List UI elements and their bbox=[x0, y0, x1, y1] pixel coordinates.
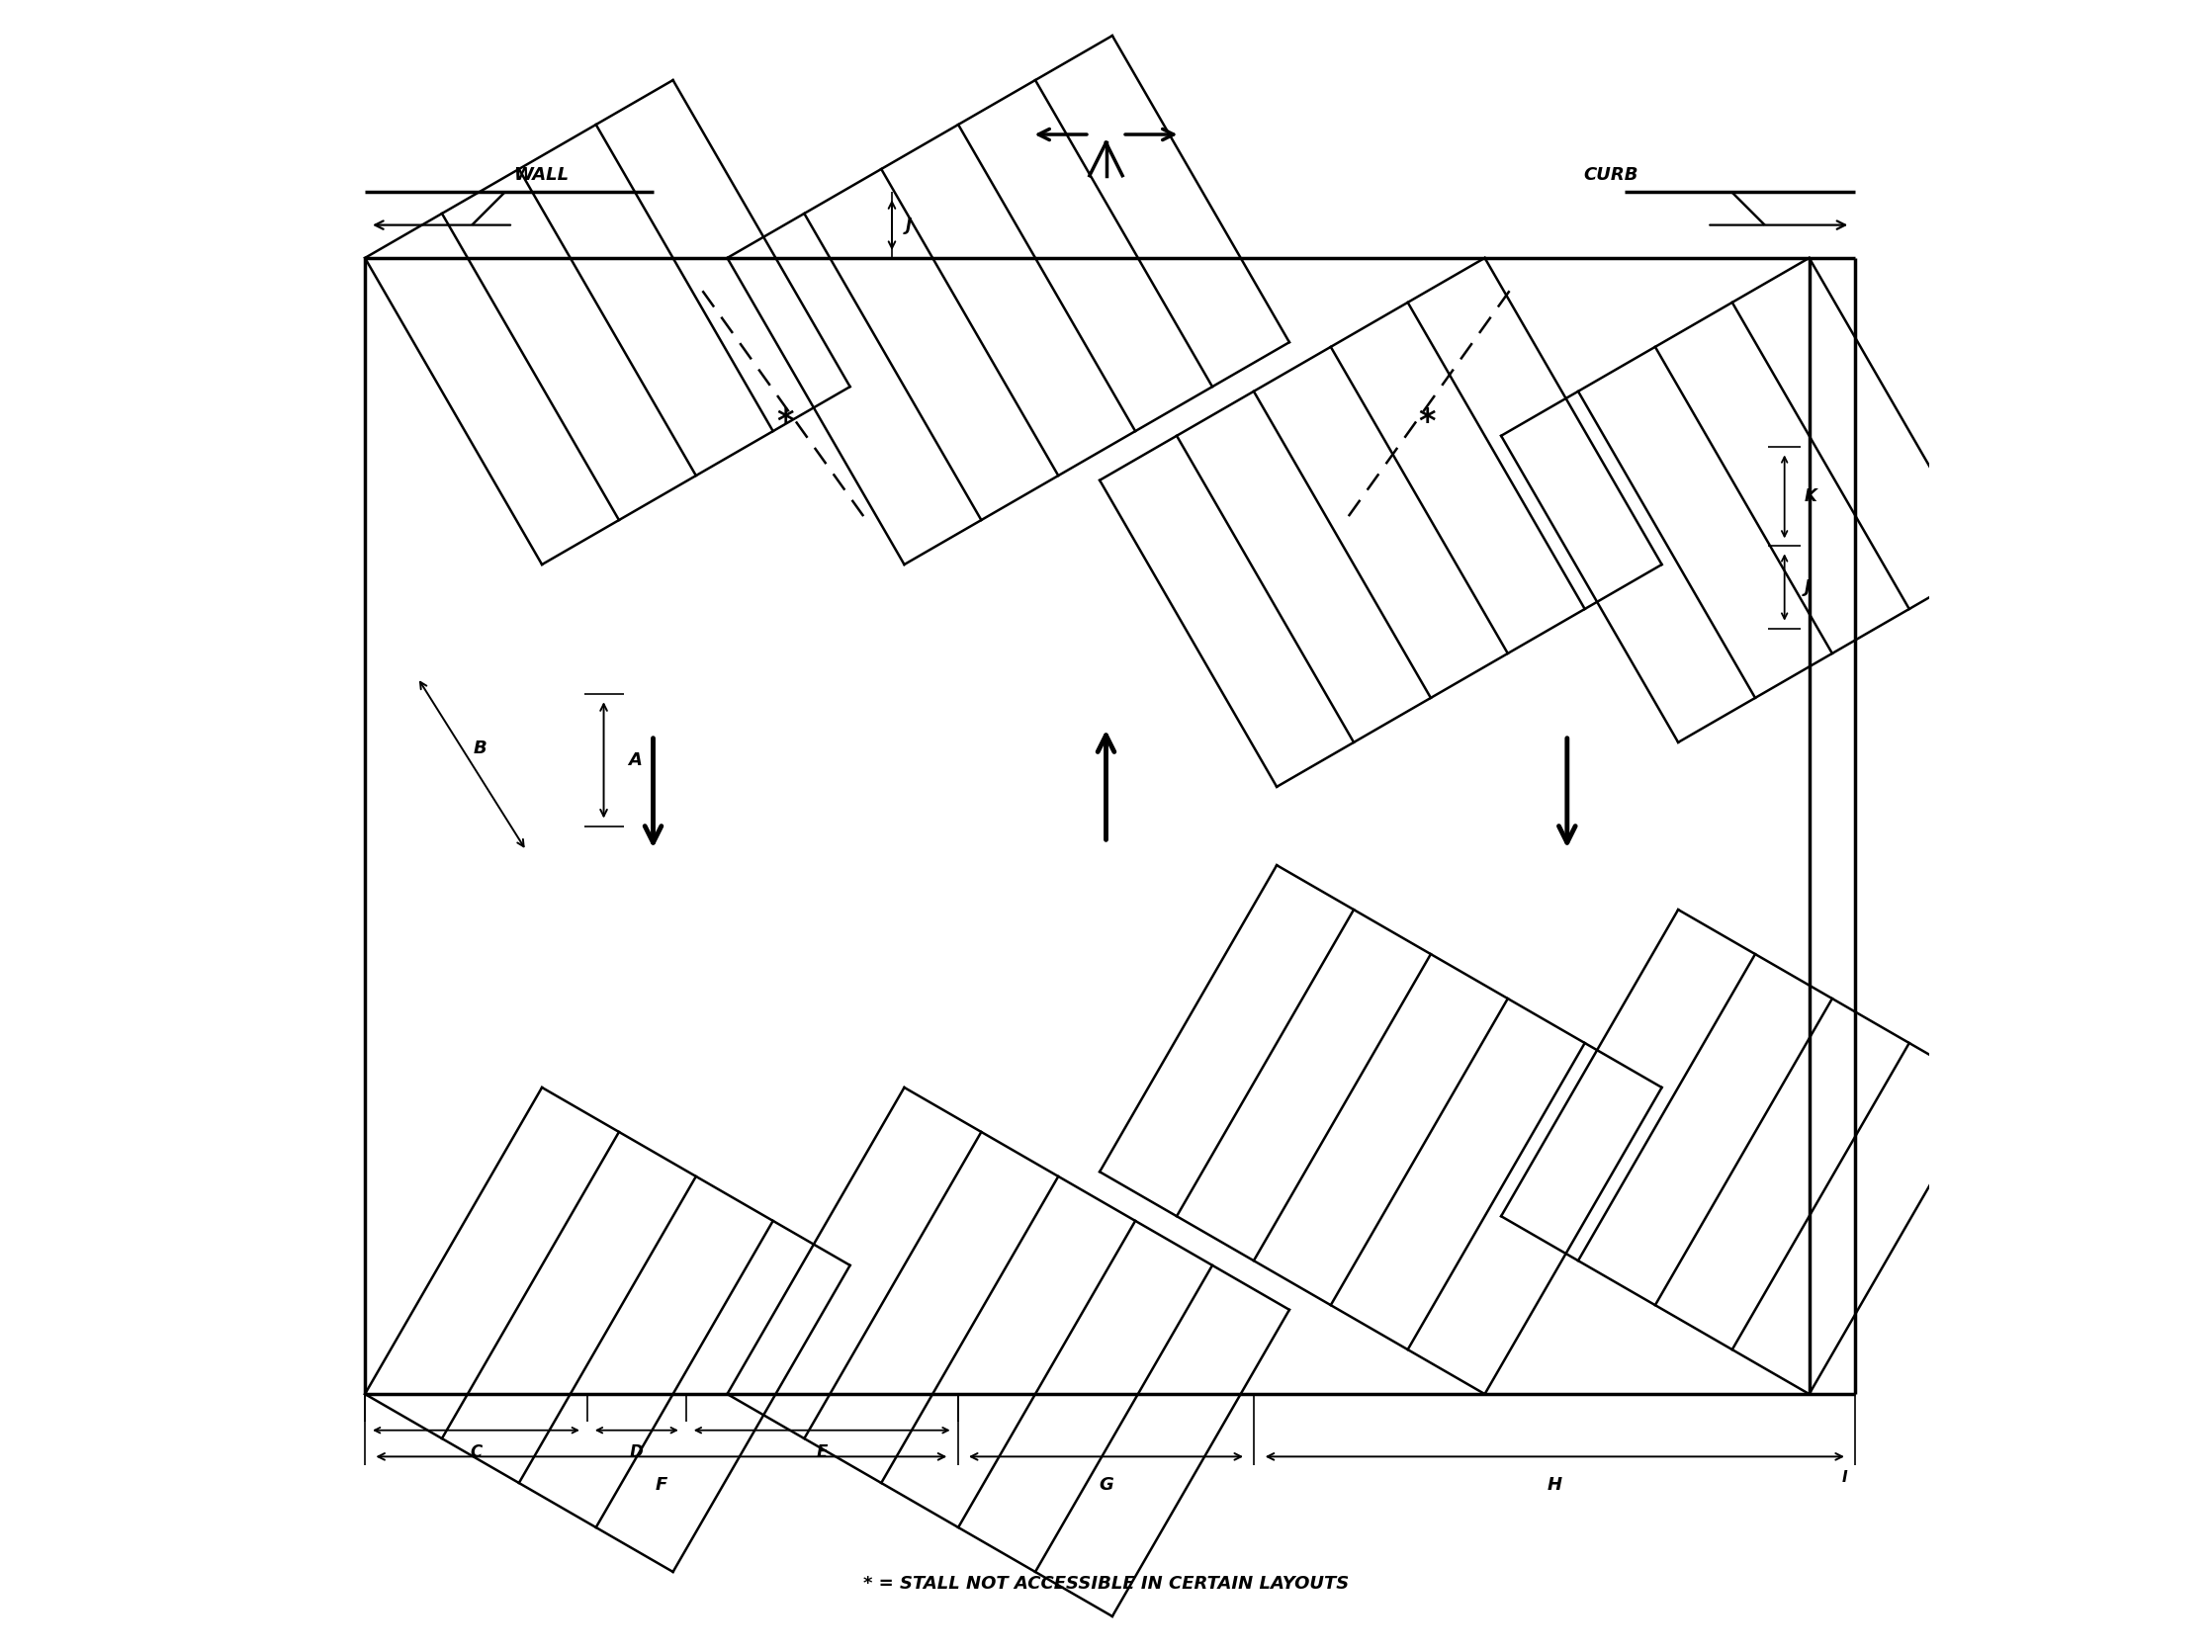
Text: K: K bbox=[1805, 487, 1816, 506]
Text: C: C bbox=[469, 1444, 482, 1462]
Text: I: I bbox=[1843, 1470, 1847, 1485]
Text: J: J bbox=[905, 216, 911, 235]
Text: D: D bbox=[630, 1444, 644, 1462]
Text: WALL: WALL bbox=[513, 167, 568, 183]
Text: G: G bbox=[1099, 1477, 1113, 1493]
Text: J: J bbox=[1805, 578, 1809, 596]
Text: H: H bbox=[1546, 1477, 1562, 1493]
Text: B: B bbox=[473, 740, 487, 758]
Text: CURB: CURB bbox=[1584, 167, 1639, 183]
Text: *: * bbox=[776, 406, 794, 439]
Text: E: E bbox=[816, 1444, 827, 1462]
Text: * = STALL NOT ACCESSIBLE IN CERTAIN LAYOUTS: * = STALL NOT ACCESSIBLE IN CERTAIN LAYO… bbox=[863, 1574, 1349, 1593]
Text: A: A bbox=[628, 752, 641, 770]
Text: *: * bbox=[1418, 406, 1436, 439]
Text: F: F bbox=[655, 1477, 668, 1493]
